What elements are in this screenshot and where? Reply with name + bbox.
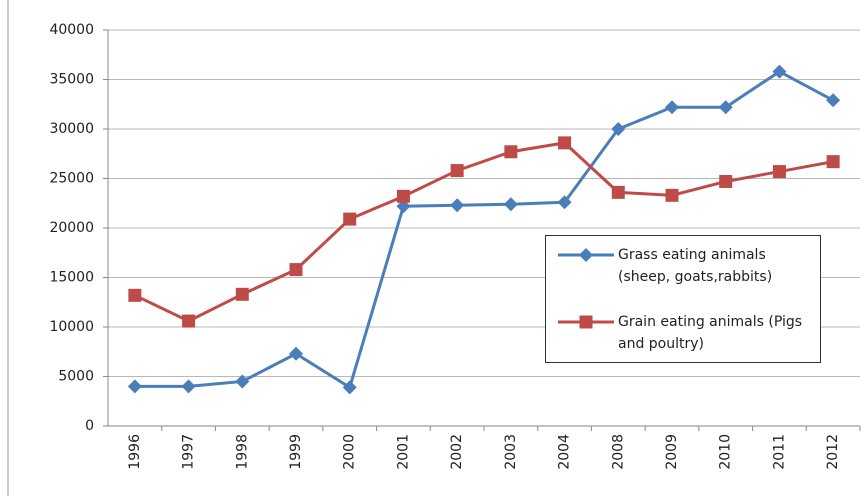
marker (504, 145, 518, 159)
marker (342, 380, 357, 395)
x-tick-label: 1998 (234, 434, 250, 470)
legend-label: Grain eating animals (Pigs and poultry) (618, 314, 803, 352)
marker (579, 315, 593, 329)
marker (558, 136, 572, 150)
legend-label: Grass eating animals (sheep, goats,rabbi… (618, 247, 773, 285)
x-tick-label: 2000 (342, 434, 358, 470)
marker (235, 287, 249, 301)
series-line (134, 141, 834, 323)
y-tick-label: 10000 (49, 319, 94, 335)
marker (289, 263, 303, 277)
y-tick-label: 30000 (49, 121, 94, 137)
x-tick-label: 2004 (557, 434, 573, 470)
marker (127, 379, 142, 394)
x-tick-label: 2010 (718, 434, 734, 470)
x-tick-label: 2008 (610, 434, 626, 470)
x-tick-label: 2003 (503, 434, 519, 470)
x-tick-label: 1999 (288, 434, 304, 470)
marker (611, 122, 626, 136)
legend-swatch (558, 248, 614, 262)
y-tick-label: 35000 (49, 72, 94, 88)
series-line (134, 69, 834, 390)
legend: Grass eating animals (sheep, goats,rabbi… (545, 235, 821, 363)
marker (181, 379, 196, 394)
y-tick-label: 25000 (49, 171, 94, 187)
marker (182, 314, 196, 328)
marker (396, 189, 410, 203)
marker (772, 64, 787, 79)
y-tick-label: 0 (85, 418, 94, 434)
marker (718, 100, 733, 115)
marker (719, 174, 733, 188)
marker (343, 212, 357, 226)
y-tick-label: 15000 (49, 270, 94, 286)
y-tick-label: 40000 (49, 22, 94, 38)
y-tick-label: 20000 (49, 220, 94, 236)
marker (772, 165, 786, 179)
x-tick-label: 1996 (127, 434, 143, 470)
x-tick-label: 2009 (664, 434, 680, 470)
marker (665, 188, 679, 202)
marker (611, 185, 625, 199)
marker (826, 155, 840, 169)
marker (665, 100, 679, 115)
x-tick-label: 1997 (181, 434, 197, 470)
marker (450, 198, 465, 213)
marker (579, 248, 593, 262)
marker (128, 288, 142, 302)
marker (503, 197, 518, 212)
marker (450, 164, 464, 178)
x-tick-label: 2012 (825, 434, 841, 470)
marker (557, 195, 572, 210)
marker (826, 93, 841, 108)
x-tick-label: 2001 (395, 434, 411, 470)
marker (289, 346, 303, 361)
legend-swatch (558, 315, 614, 329)
y-tick-label: 5000 (58, 369, 94, 385)
marker (235, 374, 250, 389)
x-tick-label: 2011 (771, 434, 787, 470)
x-tick-label: 2002 (449, 434, 465, 470)
